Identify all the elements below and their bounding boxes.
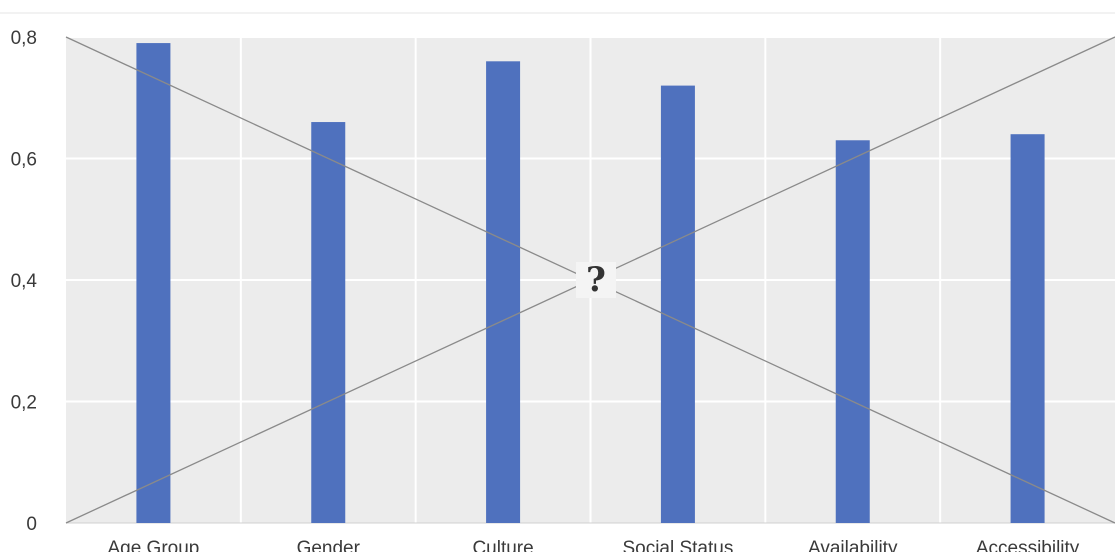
- x-axis-labels: Age Group Gender Culture Social Status Avail…: [107, 538, 1079, 552]
- y-tick-label: 0: [26, 514, 37, 535]
- bar: [1010, 134, 1045, 523]
- x-tick-label: Age Group: [107, 538, 199, 552]
- y-axis-ticks: 0 0,2 0,4 0,6 0,8: [11, 28, 38, 535]
- placeholder-marker-text: ?: [586, 260, 606, 300]
- x-tick-label: Availability: [808, 538, 898, 552]
- x-tick-label: Accessibility: [976, 538, 1080, 552]
- placeholder-marker-background: [576, 262, 616, 298]
- x-tick-label: Social Status: [622, 538, 733, 552]
- bar: [486, 61, 521, 524]
- placeholder-marker: ?: [576, 260, 616, 300]
- bar: [835, 140, 870, 523]
- x-tick-label: Culture: [472, 538, 533, 552]
- y-tick-label: 0,8: [11, 28, 37, 49]
- y-tick-label: 0,6: [11, 150, 37, 171]
- x-tick-label: Gender: [297, 538, 361, 552]
- bar: [136, 43, 171, 523]
- bar: [660, 85, 695, 523]
- y-tick-label: 0,2: [11, 393, 37, 414]
- bars: [136, 43, 1045, 524]
- bar: [311, 122, 346, 524]
- y-tick-label: 0,4: [11, 271, 38, 292]
